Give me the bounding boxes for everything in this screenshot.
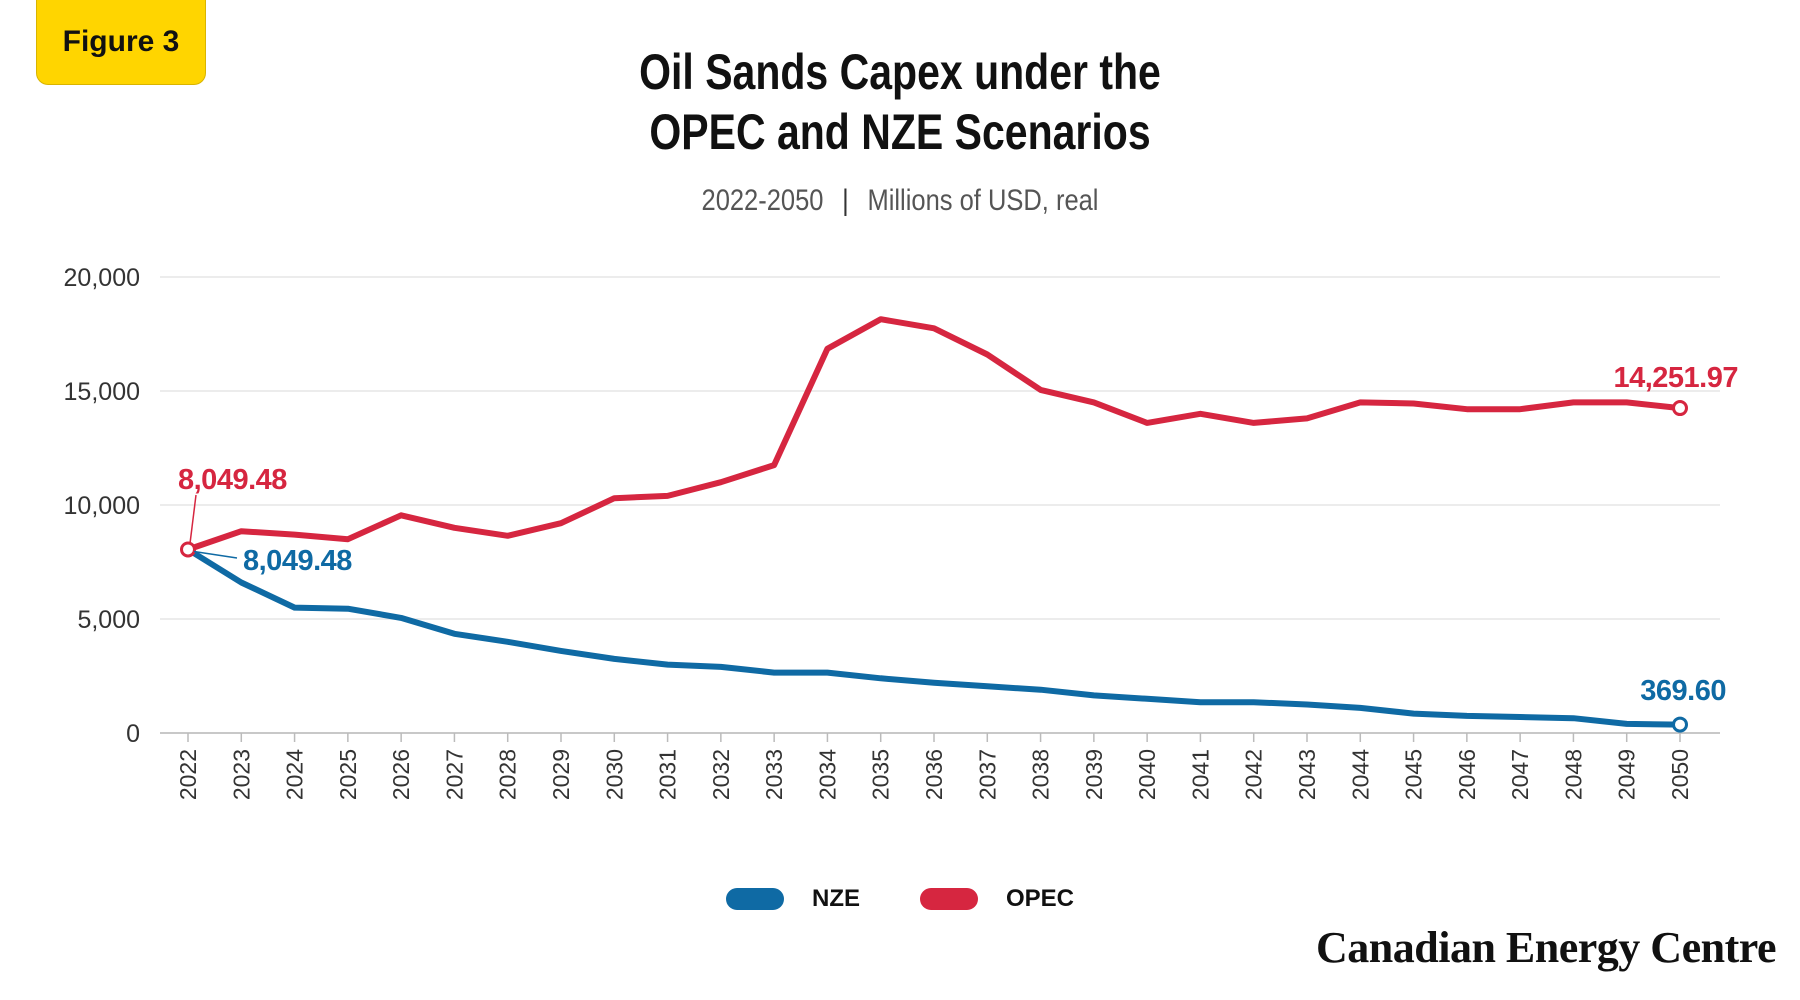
opec-start-leader <box>189 494 197 544</box>
x-tick-label: 2036 <box>921 749 947 800</box>
x-tick-label: 2044 <box>1347 749 1373 800</box>
x-tick-label: 2037 <box>974 749 1000 800</box>
x-tick-label: 2049 <box>1614 749 1640 800</box>
nze-start-leader <box>193 550 238 559</box>
x-tick-label: 2042 <box>1241 749 1267 800</box>
x-tick-label: 2050 <box>1667 749 1693 800</box>
x-tick-label: 2026 <box>388 749 414 800</box>
x-tick-label: 2035 <box>868 749 894 800</box>
opec-start-label: 8,049.48 <box>178 464 287 496</box>
nze-end-marker <box>1672 716 1688 733</box>
legend-label-opec: OPEC <box>1005 885 1074 912</box>
legend-swatch-opec <box>919 888 978 910</box>
legend: NZE OPEC <box>0 885 1800 913</box>
y-tick-label: 0 <box>126 720 140 748</box>
subtitle-units: Millions of USD, real <box>867 184 1099 217</box>
figure-badge: Figure 3 <box>36 0 206 85</box>
x-tick-label: 2047 <box>1507 749 1533 800</box>
x-tick-label: 2033 <box>761 749 787 800</box>
nze-end-label: 369.60 <box>1640 675 1726 707</box>
x-tick-label: 2028 <box>495 749 521 800</box>
x-tick-label: 2039 <box>1081 749 1107 800</box>
x-tick-label: 2030 <box>601 749 627 800</box>
legend-item-nze: NZE <box>725 885 860 913</box>
x-tick-label: 2029 <box>548 749 574 800</box>
x-tick-label: 2027 <box>441 749 467 800</box>
x-tick-label: 2040 <box>1134 749 1160 800</box>
x-tick-label: 2038 <box>1028 749 1054 800</box>
series-line-opec <box>185 316 1683 553</box>
opec-end-label: 14,251.97 <box>1613 362 1738 394</box>
legend-item-opec: OPEC <box>919 885 1074 913</box>
x-tick-label: 2031 <box>655 749 681 800</box>
x-tick-label: 2041 <box>1187 749 1213 800</box>
y-tick-label: 10,000 <box>64 492 140 520</box>
x-tick-label: 2022 <box>175 749 201 800</box>
chart-title-line-2: OPEC and NZE Scenarios <box>649 104 1151 160</box>
x-tick-label: 2048 <box>1560 749 1586 800</box>
y-tick-label: 15,000 <box>64 378 140 406</box>
subtitle-range: 2022-2050 <box>701 184 824 217</box>
opec-end-marker <box>1672 400 1688 417</box>
x-tick-label: 2023 <box>228 749 254 800</box>
x-tick-label: 2032 <box>708 749 734 800</box>
y-tick-label: 20,000 <box>64 264 140 292</box>
chart-title-line-1: Oil Sands Capex under the <box>639 44 1161 100</box>
x-tick-label: 2024 <box>282 749 308 800</box>
x-tick-label: 2025 <box>335 749 361 800</box>
opec-start-marker <box>180 541 196 558</box>
series-line-nze <box>185 546 1683 728</box>
legend-label-nze: NZE <box>811 885 860 912</box>
nze-start-label: 8,049.48 <box>243 545 352 577</box>
brand-logo-text: Canadian Energy Centre <box>1316 923 1776 972</box>
chart-subtitle: 2022-2050 | Millions of USD, real <box>518 184 1283 218</box>
legend-swatch-nze <box>725 888 784 910</box>
subtitle-separator: | <box>842 184 849 217</box>
x-tick-label: 2045 <box>1401 749 1427 800</box>
x-tick-label: 2046 <box>1454 749 1480 800</box>
x-tick-label: 2034 <box>814 749 840 800</box>
y-tick-label: 5,000 <box>77 606 140 634</box>
x-tick-label: 2043 <box>1294 749 1320 800</box>
chart-title: Oil Sands Capex under the OPEC and NZE S… <box>531 42 1269 162</box>
